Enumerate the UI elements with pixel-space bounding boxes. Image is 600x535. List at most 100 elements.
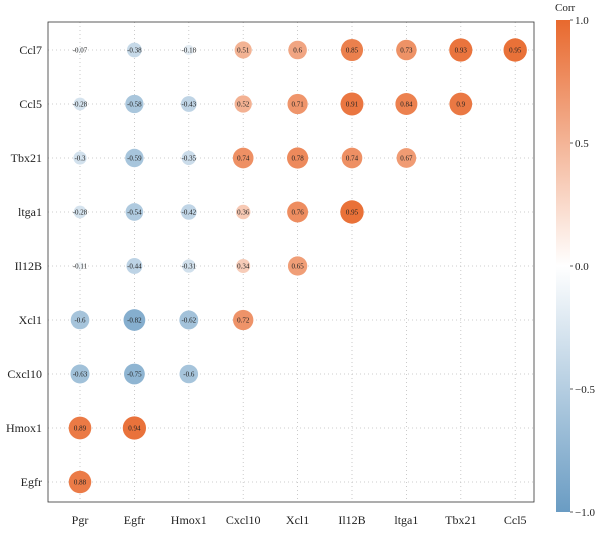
corr-circle-itga1-xcl1 xyxy=(287,201,309,223)
corr-circle-xcl1-cxcl10 xyxy=(233,309,254,331)
corr-value-label: 0.34 xyxy=(237,263,250,271)
corr-value-label: 0.74 xyxy=(346,155,359,163)
corr-circle-tbx21-itga1 xyxy=(396,148,417,168)
corr-value-label: -0.31 xyxy=(182,263,197,271)
corr-value-label: 0.67 xyxy=(400,155,413,163)
corr-circle-itga1-pgr xyxy=(73,205,87,219)
corr-circle-tbx21-pgr xyxy=(73,151,87,165)
corr-value-label: -0.38 xyxy=(127,47,142,55)
y-tick-label: Xcl1 xyxy=(19,313,42,327)
x-tick-label: Il12B xyxy=(338,513,365,527)
corr-circle-ccl7-ccl5 xyxy=(503,38,527,62)
corr-value-label: 0.74 xyxy=(237,155,250,163)
corr-value-label: 0.52 xyxy=(237,101,250,109)
x-tick-label: Xcl1 xyxy=(286,513,309,527)
x-tick-label: Ccl5 xyxy=(504,513,527,527)
corr-value-label: 0.71 xyxy=(291,101,304,109)
corr-value-label: 0.51 xyxy=(237,47,250,55)
corr-circle-tbx21-xcl1 xyxy=(287,147,309,169)
corr-circle-ccl7-xcl1 xyxy=(288,40,307,60)
corr-circle-tbx21-hmox1 xyxy=(181,150,196,166)
corr-circle-tbx21-cxcl10 xyxy=(232,147,254,169)
y-tick-label: Il12B xyxy=(15,259,42,273)
corr-circle-il12b-egfr xyxy=(126,258,143,274)
corr-circle-ccl5-itga1 xyxy=(395,93,418,115)
corr-circle-itga1-cxcl10 xyxy=(236,204,251,220)
corr-circle-il12b-cxcl10 xyxy=(236,259,251,273)
y-tick-label: Cxcl10 xyxy=(7,367,42,381)
corr-circle-tbx21-il12b xyxy=(341,147,363,169)
corr-circle-tbx21-egfr xyxy=(125,148,144,168)
corr-circle-il12b-xcl1 xyxy=(287,256,308,276)
legend-title: Corr xyxy=(555,2,576,14)
corr-circle-ccl5-cxcl10 xyxy=(234,95,252,113)
corr-circle-egfr-pgr xyxy=(68,470,92,494)
x-tick-label: Hmox1 xyxy=(171,513,207,527)
corr-value-label: 0.85 xyxy=(346,47,359,55)
corr-value-label: -0.44 xyxy=(127,263,142,271)
corr-circle-ccl5-egfr xyxy=(125,94,144,114)
corr-circle-cxcl10-hmox1 xyxy=(179,364,199,384)
legend-tick-label: −1.0 xyxy=(575,507,595,519)
y-tick-label: Egfr xyxy=(21,475,42,489)
plot-area: -0.07 -0.38 -0.18 0.51 0.6 0.85 0.73 0.93 0.95 -0… xyxy=(6,22,534,527)
corr-value-label: 0.65 xyxy=(291,263,304,271)
corr-value-label: -0.82 xyxy=(127,317,142,325)
corr-value-label: 0.9 xyxy=(456,101,465,109)
corr-circle-itga1-il12b xyxy=(340,200,364,224)
plot-frame xyxy=(47,21,535,503)
corr-value-label: 0.88 xyxy=(74,479,87,487)
legend-tick-label: 0.0 xyxy=(575,261,589,273)
x-tick-label: Tbx21 xyxy=(445,513,476,527)
y-tick-label: Ccl5 xyxy=(19,97,42,111)
x-tick-label: ltga1 xyxy=(394,513,418,527)
corr-value-label: -0.62 xyxy=(182,317,197,325)
corr-value-label: 0.73 xyxy=(400,47,413,55)
corr-value-label: -0.54 xyxy=(127,209,142,217)
corr-circle-hmox1-egfr xyxy=(122,416,147,440)
x-tick-label: Egfr xyxy=(124,513,145,527)
corr-value-label: 0.72 xyxy=(237,317,250,325)
corr-value-label: 0.94 xyxy=(128,425,141,433)
corr-value-label: 0.6 xyxy=(293,47,302,55)
corr-value-label: -0.6 xyxy=(74,317,86,325)
legend-tick-label: −0.5 xyxy=(575,384,595,396)
corr-circle-xcl1-pgr xyxy=(70,310,90,330)
corr-value-label: 0.76 xyxy=(291,209,304,217)
corr-circle-il12b-pgr xyxy=(76,262,84,270)
corr-value-label: -0.18 xyxy=(182,47,197,55)
corr-value-label: -0.11 xyxy=(73,263,88,271)
legend-tick-label: 1.0 xyxy=(575,15,589,27)
corr-value-label: -0.07 xyxy=(73,47,88,55)
corr-circle-itga1-egfr xyxy=(125,203,144,221)
corr-value-label: 0.91 xyxy=(346,101,359,109)
corr-circle-ccl5-xcl1 xyxy=(287,93,308,115)
corr-value-label: -0.35 xyxy=(182,155,197,163)
corr-circle-ccl5-hmox1 xyxy=(180,96,197,112)
y-tick-label: Ccl7 xyxy=(19,43,42,57)
corr-circle-ccl5-il12b xyxy=(340,92,364,116)
y-tick-label: Tbx21 xyxy=(11,151,42,165)
corr-value-label: 0.78 xyxy=(291,155,304,163)
corr-value-label: -0.75 xyxy=(127,371,142,379)
x-tick-label: Pgr xyxy=(72,513,89,527)
y-tick-label: Hmox1 xyxy=(6,421,42,435)
corr-value-label: -0.3 xyxy=(74,155,86,163)
corr-value-label: 0.36 xyxy=(237,209,250,217)
corr-circle-xcl1-hmox1 xyxy=(179,310,199,330)
corr-value-label: 0.93 xyxy=(455,47,468,55)
legend-tick-label: 0.5 xyxy=(575,138,589,150)
corr-circle-ccl7-cxcl10 xyxy=(234,41,252,59)
color-legend: Corr 1.0 0.5 0.0 −0.5 −1.0 xyxy=(555,2,595,519)
x-tick-label: Cxcl10 xyxy=(226,513,261,527)
corr-value-label: 0.95 xyxy=(346,209,359,217)
legend-colorbar xyxy=(556,20,570,512)
corr-value-label: 0.89 xyxy=(74,425,87,433)
y-tick-label: ltga1 xyxy=(18,205,42,219)
corr-circle-cxcl10-egfr xyxy=(124,363,145,385)
corr-circle-ccl7-egfr xyxy=(126,42,142,58)
corr-circle-ccl7-itga1 xyxy=(396,39,417,61)
corr-circle-ccl5-pgr xyxy=(73,97,87,111)
corr-value-label: 0.84 xyxy=(400,101,413,109)
